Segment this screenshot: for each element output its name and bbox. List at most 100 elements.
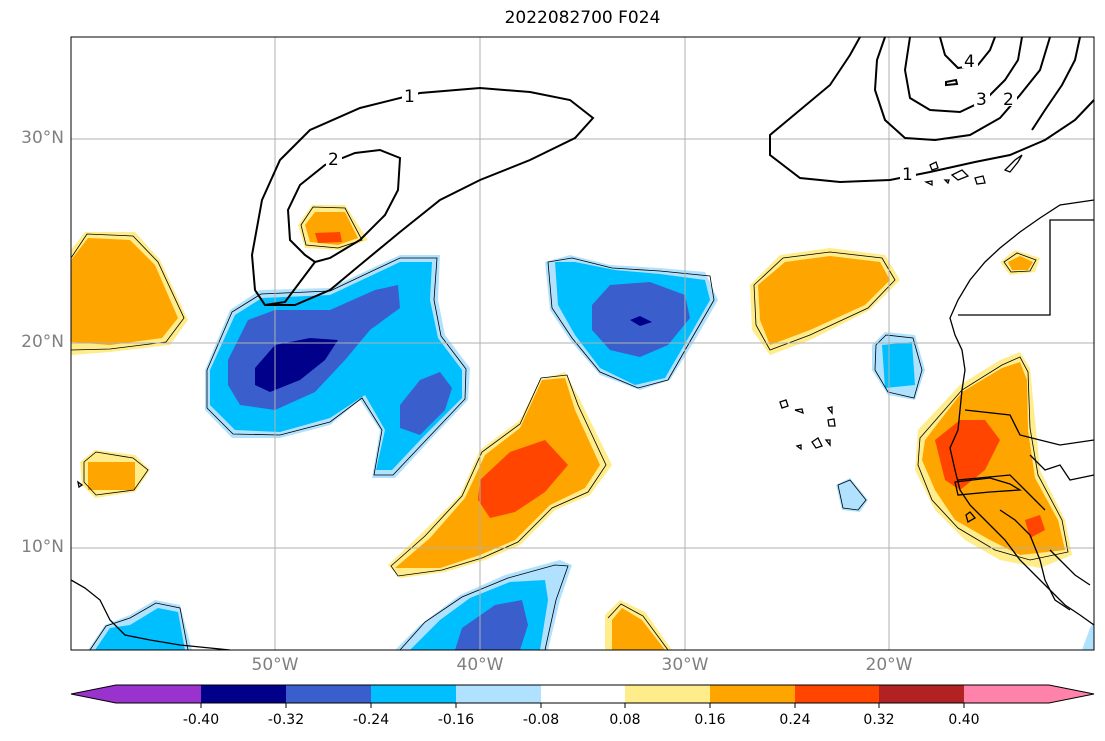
lat-label-10n: 10°N bbox=[21, 537, 64, 557]
lon-label-20w: 20°W bbox=[865, 655, 913, 675]
shaded-outlines bbox=[70, 206, 1069, 651]
east-positive bbox=[758, 256, 890, 345]
coastlines bbox=[70, 154, 1095, 651]
colorbar bbox=[70, 684, 1095, 708]
small-negative-light bbox=[836, 478, 868, 512]
colorbar-segment bbox=[710, 685, 795, 703]
colorbar-segment bbox=[201, 685, 286, 703]
africa-border-5 bbox=[999, 509, 1071, 611]
colorbar-tick-label: 0.24 bbox=[779, 712, 811, 728]
contour-2-west bbox=[286, 148, 402, 264]
central-positive-strong bbox=[478, 440, 568, 518]
colorbar-segment bbox=[879, 685, 964, 703]
canary-3 bbox=[974, 175, 986, 185]
contour-1-east bbox=[769, 36, 1095, 184]
canary-2 bbox=[950, 169, 970, 181]
capeverde-3 bbox=[826, 406, 833, 415]
capeverde-2 bbox=[794, 408, 804, 415]
africa-border-3 bbox=[957, 474, 1046, 511]
contour-label: 4 bbox=[964, 52, 975, 72]
canary-6 bbox=[943, 179, 950, 185]
colorbar-tick-label: -0.32 bbox=[267, 712, 305, 728]
shaded-fields bbox=[71, 205, 1094, 650]
africa-border-2 bbox=[964, 409, 1095, 446]
south-positive bbox=[612, 608, 665, 650]
south-negative-mid bbox=[455, 600, 528, 650]
canary-5 bbox=[923, 180, 933, 187]
africa-border-1 bbox=[958, 219, 1094, 316]
south-negative-outline bbox=[399, 564, 569, 651]
colorbar-tick-label: 0.40 bbox=[948, 712, 980, 728]
west-negative-strong bbox=[255, 338, 338, 392]
west-outline bbox=[70, 233, 185, 351]
capeverde-1 bbox=[779, 399, 789, 409]
colorbar-tick-label: -0.08 bbox=[522, 712, 560, 728]
canary-4 bbox=[1003, 154, 1023, 173]
contour-far-east bbox=[1031, 36, 1081, 131]
northafrica-outline bbox=[1003, 252, 1037, 273]
lon-label-50w: 50°W bbox=[251, 655, 299, 675]
colorbar-tick-label: 0.08 bbox=[609, 712, 641, 728]
africa-outline bbox=[917, 356, 1069, 561]
colorbar-segment bbox=[625, 685, 710, 703]
lat-label-30n: 30°N bbox=[21, 128, 64, 148]
capeverde-4 bbox=[827, 418, 836, 427]
central-negative-strong bbox=[630, 316, 652, 326]
se-negative bbox=[1082, 622, 1094, 650]
africa-coast bbox=[949, 199, 1095, 626]
colorbar-segment bbox=[286, 685, 371, 703]
contour-label: 1 bbox=[902, 165, 913, 185]
capeverde-5 bbox=[811, 437, 823, 449]
contour-label: 1 bbox=[404, 87, 415, 107]
north-positive-strong bbox=[315, 232, 342, 243]
africa-positive bbox=[922, 362, 1065, 555]
colorbar-segment bbox=[964, 685, 1094, 703]
africa-positive-strong bbox=[935, 420, 1000, 490]
colorbar-segment bbox=[71, 685, 201, 703]
contour-2-east bbox=[873, 36, 1051, 142]
east-negative bbox=[882, 342, 915, 388]
capeverde-7 bbox=[824, 439, 831, 447]
contour-4-small bbox=[945, 78, 959, 87]
map-frame bbox=[70, 36, 1095, 651]
colorbar-tick-label: 0.16 bbox=[694, 712, 726, 728]
africa-positive-strong-2 bbox=[1025, 515, 1045, 538]
colorbar-tick-label: -0.16 bbox=[437, 712, 475, 728]
colorbar-tick-label: -0.24 bbox=[352, 712, 390, 728]
colorbar-ticks bbox=[200, 703, 965, 708]
west-positive bbox=[71, 238, 178, 345]
small-positive bbox=[88, 462, 135, 490]
sw-negative bbox=[95, 608, 185, 650]
colorbar-tick-label: 0.32 bbox=[863, 712, 895, 728]
colorbar-segment bbox=[371, 685, 456, 703]
small-positive-outline bbox=[83, 451, 149, 496]
sw-negative-outline bbox=[89, 602, 189, 651]
colorbar-segment bbox=[795, 685, 879, 703]
south-america-coast bbox=[70, 579, 231, 651]
lat-label-20n: 20°N bbox=[21, 332, 64, 352]
contour-1-west bbox=[250, 86, 595, 307]
contour-3-east bbox=[903, 36, 1023, 114]
contour-label-group: 1 2 1 2 3 4 bbox=[326, 50, 1017, 185]
north-positive-outline bbox=[300, 206, 363, 249]
africa-border-6 bbox=[1049, 549, 1091, 586]
capeverde-6 bbox=[795, 444, 802, 451]
lon-label-40w: 40°W bbox=[456, 655, 504, 675]
bijagos bbox=[965, 511, 976, 523]
canary-1 bbox=[929, 161, 939, 171]
contour-label: 3 bbox=[976, 90, 987, 110]
colorbar-segment bbox=[541, 685, 625, 703]
sa-island bbox=[77, 480, 84, 489]
contour-label: 2 bbox=[1003, 90, 1014, 110]
south-positive-outline bbox=[607, 603, 669, 651]
east-positive-outline bbox=[753, 251, 896, 351]
map-plot: 1 2 1 2 3 4 bbox=[70, 36, 1095, 651]
map-title: 2022082700 F024 bbox=[504, 8, 661, 28]
colorbar-segment bbox=[456, 685, 541, 703]
central-positive-outline bbox=[390, 374, 607, 577]
lon-label-30w: 30°W bbox=[661, 655, 709, 675]
west-negative-outline bbox=[206, 257, 467, 476]
gambia-outline bbox=[954, 477, 1023, 496]
colorbar-tick-label: -0.40 bbox=[182, 712, 220, 728]
